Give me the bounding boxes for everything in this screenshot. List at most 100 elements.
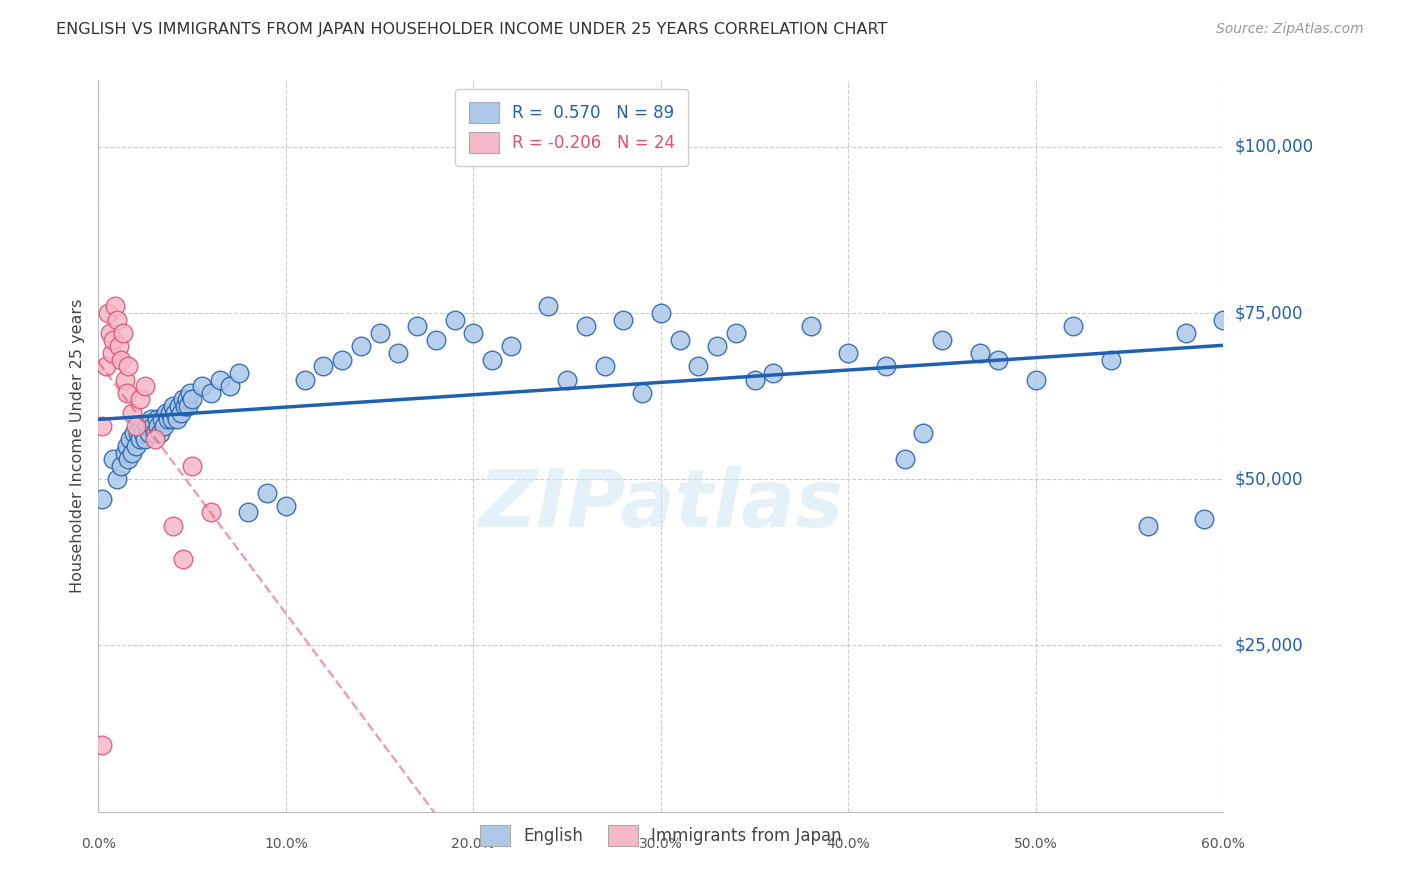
Point [120,433,142,447]
Point [406,319,429,334]
Point [94,359,117,374]
Point [98,326,121,340]
Point [537,299,560,313]
Point [1174,326,1197,340]
Point [91,492,114,507]
Point [132,425,155,440]
Point [159,406,181,420]
Point [134,379,156,393]
Point [110,458,132,473]
Point [155,406,177,420]
Point [103,333,125,347]
Point [668,333,690,347]
Point [912,425,935,440]
Point [153,419,176,434]
Point [190,379,212,393]
Point [156,412,179,426]
Point [117,452,139,467]
Point [143,425,166,440]
Point [931,333,953,347]
Legend: English, Immigrants from Japan: English, Immigrants from Japan [471,816,851,855]
Point [612,312,634,326]
Point [139,412,162,426]
Point [238,506,260,520]
Point [148,419,170,434]
Point [443,312,465,326]
Point [114,445,136,459]
Point [987,352,1010,367]
Point [162,399,184,413]
Point [128,392,150,407]
Point [117,359,139,374]
Point [368,326,391,340]
Point [893,452,915,467]
Point [121,445,143,459]
Point [136,419,159,434]
Point [481,352,503,367]
Point [100,346,122,360]
Point [350,339,373,353]
Point [167,399,190,413]
Point [115,439,138,453]
Point [108,339,131,353]
Text: $75,000: $75,000 [1234,304,1303,322]
Point [1099,352,1122,367]
Text: $25,000: $25,000 [1234,637,1303,655]
Point [104,299,127,313]
Text: 0.0%: 0.0% [82,837,115,851]
Point [162,518,184,533]
Point [110,352,132,367]
Point [177,399,200,413]
Point [274,499,297,513]
Point [631,385,654,400]
Point [172,392,194,407]
Point [114,372,136,386]
Point [463,326,485,340]
Point [724,326,747,340]
Point [294,372,316,386]
Point [837,346,859,360]
Point [131,419,153,434]
Point [499,339,522,353]
Point [149,425,172,440]
Point [176,392,198,407]
Point [121,406,143,420]
Text: 20.0%: 20.0% [451,837,495,851]
Text: 60.0%: 60.0% [1201,837,1246,851]
Point [128,433,150,447]
Point [1137,518,1160,533]
Point [97,306,120,320]
Point [1194,512,1216,526]
Point [330,352,353,367]
Point [166,412,188,426]
Point [256,485,278,500]
Text: 40.0%: 40.0% [827,837,870,851]
Point [200,506,222,520]
Point [125,419,148,434]
Point [218,379,240,393]
Point [170,406,193,420]
Point [125,439,148,453]
Text: 10.0%: 10.0% [264,837,308,851]
Point [134,433,156,447]
Point [181,458,204,473]
Point [387,346,409,360]
Point [593,359,616,374]
Text: Source: ZipAtlas.com: Source: ZipAtlas.com [1216,22,1364,37]
Y-axis label: Householder Income Under 25 years: Householder Income Under 25 years [69,299,84,593]
Point [91,738,114,752]
Point [688,359,710,374]
Point [762,366,785,380]
Point [875,359,897,374]
Point [173,399,195,413]
Point [115,385,138,400]
Point [650,306,672,320]
Point [142,419,165,434]
Text: $50,000: $50,000 [1234,470,1303,488]
Point [209,372,232,386]
Point [103,452,125,467]
Text: $100,000: $100,000 [1234,137,1313,156]
Point [1212,312,1234,326]
Point [1062,319,1084,334]
Text: 30.0%: 30.0% [638,837,683,851]
